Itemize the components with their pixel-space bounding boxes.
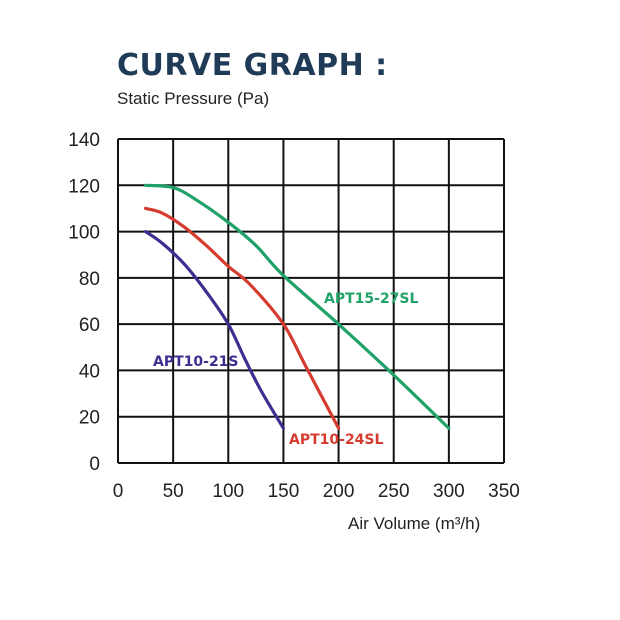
y-tick-label: 120 [68,176,100,197]
y-tick-label: 40 [79,361,100,382]
series-line-apt15-27sl [143,183,451,430]
tick-labels: 0 50 100 150 200 250 300 350 0 20 40 60 80 100 120 140 [68,130,520,502]
series-lines [143,183,451,430]
series-labels: APT10-21S APT10-24SL APT15-27SL [153,291,419,448]
x-tick-label: 250 [378,481,410,502]
grid [117,138,505,464]
y-tick-label: 60 [79,315,100,336]
x-tick-label: 150 [268,481,300,502]
series-label-apt15-27sl: APT15-27SL [324,291,419,307]
y-tick-label: 80 [79,269,100,290]
chart-title: CURVE GRAPH : [117,48,388,83]
x-tick-label: 0 [113,481,124,502]
x-tick-label: 50 [163,481,184,502]
y-axis-label: Static Pressure (Pa) [117,89,270,108]
series-line-apt10-21s [143,229,286,430]
series-line-apt10-24sl [143,206,341,430]
x-tick-label: 200 [323,481,355,502]
series-label-apt10-21s: APT10-21S [153,354,239,370]
y-tick-label: 0 [89,454,100,475]
x-tick-label: 100 [212,481,244,502]
x-tick-label: 300 [433,481,465,502]
x-tick-label: 350 [488,481,520,502]
y-tick-label: 140 [68,130,100,151]
series-label-apt10-24sl: APT10-24SL [289,432,384,448]
y-tick-label: 20 [79,408,100,429]
x-axis-label: Air Volume (m³/h) [348,514,481,533]
y-tick-label: 100 [68,223,100,244]
